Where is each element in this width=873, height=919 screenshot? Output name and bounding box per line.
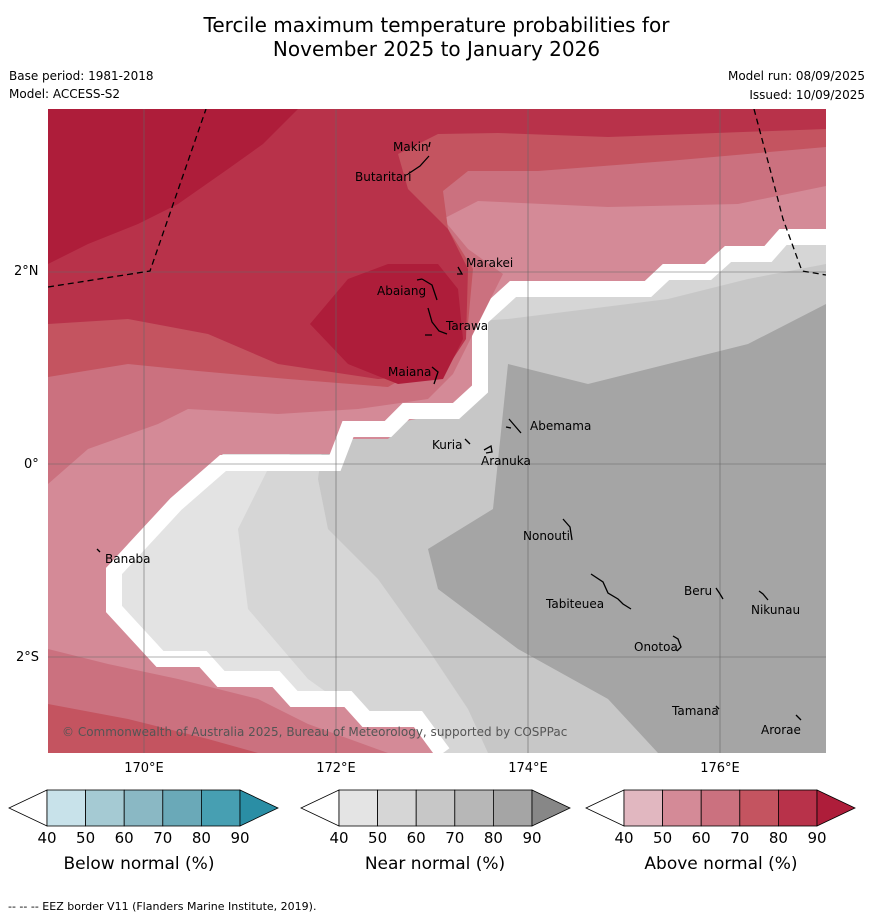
island-label-tarawa: Tarawa: [446, 319, 489, 333]
base-period: Base period: 1981-2018: [9, 69, 154, 83]
model-run-date: Model run: 08/09/2025: [727, 69, 865, 83]
island-label-onotoa: Onotoa: [634, 640, 678, 654]
grid-lines: [48, 109, 826, 753]
colorbar-segment: [700, 789, 741, 827]
colorbar-segment: [123, 789, 164, 827]
island-label-kuria: Kuria: [432, 438, 463, 452]
colorbar-tick-label: 90: [230, 829, 250, 847]
island-label-tamana: Tamana: [672, 704, 719, 718]
colorbar-low-extend: [300, 789, 340, 827]
island-label-nonouti: Nonouti: [523, 529, 570, 543]
island-label-makin: Makin: [393, 140, 429, 154]
island-outlines: [96, 141, 802, 721]
map-title-line2: November 2025 to January 2026: [272, 37, 601, 61]
colorbar-segment: [338, 789, 378, 827]
eez-border: [48, 109, 826, 288]
island-label-abaiang: Abaiang: [377, 284, 427, 298]
colorbar-tick-label: 40: [329, 829, 349, 847]
forecast-map: [48, 109, 826, 753]
colorbar-segment: [623, 789, 663, 827]
map-title-line1: Tercile maximum temperature probabilitie…: [203, 13, 670, 37]
colorbar-segment: [415, 789, 456, 827]
colorbar-tick-label: 80: [191, 829, 211, 847]
lat-label-0: 0°: [24, 457, 39, 472]
colorbar-below-normal: [8, 789, 279, 827]
colorbar-tick-label: 70: [153, 829, 173, 847]
above-normal-90-region: [48, 109, 463, 384]
colorbar-segment: [377, 789, 417, 827]
colorbar-title-near: Near normal (%): [364, 854, 506, 874]
lon-label-176e: 176°E: [700, 761, 740, 776]
colorbar-tick-label: 50: [653, 829, 673, 847]
island-label-abemama: Abemama: [530, 419, 592, 433]
colorbar-high-extend: [531, 789, 571, 827]
island-label-tabiteuea: Tabiteuea: [546, 597, 605, 611]
island-label-aranuka: Aranuka: [481, 454, 531, 468]
colorbar-segment: [739, 789, 779, 827]
colorbar-tick-label: 60: [114, 829, 134, 847]
colorbar-tick-label: 90: [522, 829, 542, 847]
island-label-butaritari: Butaritari: [355, 170, 412, 184]
lat-label-2n: 2°N: [14, 264, 39, 279]
lon-label-170e: 170°E: [124, 761, 164, 776]
colorbar-segment: [85, 789, 125, 827]
eez-footnote: -- -- -- EEZ border V11 (Flanders Marine…: [8, 900, 317, 913]
colorbar-low-extend: [585, 789, 625, 827]
island-label-marakei: Marakei: [466, 256, 514, 270]
island-label-beru: Beru: [684, 584, 713, 598]
colorbar-tick-label: 80: [483, 829, 503, 847]
issued-date: Issued: 10/09/2025: [749, 88, 865, 102]
model-name: Model: ACCESS-S2: [9, 87, 121, 101]
colorbar-segment: [162, 789, 202, 827]
colorbar-title-below: Below normal (%): [63, 854, 215, 874]
above-normal-80-region: [48, 109, 826, 379]
colorbar-above-normal: [585, 789, 856, 827]
colorbar-tick-label: 40: [37, 829, 57, 847]
colorbar-near-normal: [300, 789, 571, 827]
colorbar-segment: [454, 789, 494, 827]
colorbar-title-above: Above normal (%): [644, 854, 798, 874]
copyright-note: © Commonwealth of Australia 2025, Bureau…: [62, 725, 568, 739]
colorbar-high-extend: [239, 789, 279, 827]
lon-label-172e: 172°E: [316, 761, 356, 776]
island-label-arorae: Arorae: [761, 723, 801, 737]
colorbar-tick-label: 60: [691, 829, 711, 847]
colorbar-segment: [200, 789, 241, 827]
colorbar-high-extend: [816, 789, 856, 827]
colorbar-low-extend: [8, 789, 48, 827]
colorbar-tick-label: 50: [76, 829, 96, 847]
island-label-maiana: Maiana: [388, 365, 432, 379]
colorbar-tick-label: 70: [730, 829, 750, 847]
colorbar-tick-label: 60: [406, 829, 426, 847]
colorbar-segment: [777, 789, 818, 827]
colorbar-tick-label: 70: [445, 829, 465, 847]
colorbar-segment: [46, 789, 86, 827]
lon-label-174e: 174°E: [508, 761, 548, 776]
colorbar-segment: [662, 789, 702, 827]
colorbar-segment: [492, 789, 533, 827]
colorbar-tick-label: 80: [768, 829, 788, 847]
colorbar-tick-label: 40: [614, 829, 634, 847]
island-label-banaba: Banaba: [105, 552, 151, 566]
island-label-nikunau: Nikunau: [751, 603, 801, 617]
lat-label-2s: 2°S: [16, 650, 40, 665]
colorbar-tick-label: 50: [368, 829, 388, 847]
colorbar-tick-label: 90: [807, 829, 827, 847]
